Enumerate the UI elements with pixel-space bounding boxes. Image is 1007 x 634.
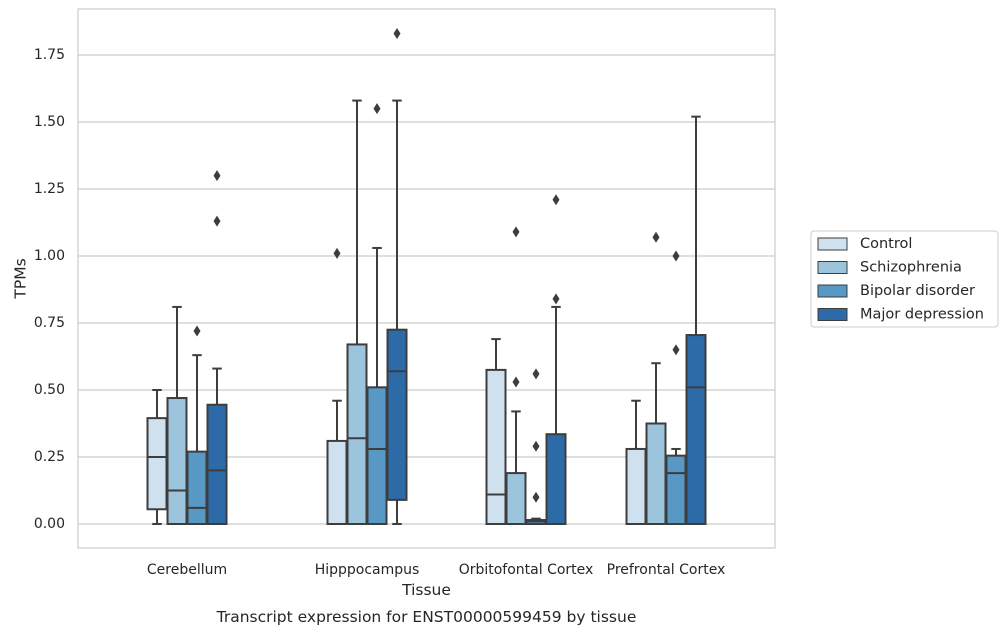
box-iqr [685,334,707,525]
box-iqr [186,450,208,526]
outlier-point [672,344,680,356]
legend-label: Major depression [860,307,984,323]
box-iqr [146,417,168,511]
outlier-point [333,247,341,259]
box-mark [146,389,168,525]
outlier-point [373,103,381,115]
box-iqr [665,454,687,525]
outlier-point [213,170,221,182]
box-mark [485,338,507,525]
box-iqr [545,433,567,525]
outlier-point [393,28,401,40]
x-axis-ticks: Cerebellum Hipppocampus Orbitofontal Corte… [147,562,725,578]
box-mark [346,99,368,525]
y-tick-label: 0.50 [34,382,65,398]
box-mark [665,250,687,525]
x-tick-label: Cerebellum [147,562,227,578]
box-iqr [485,368,507,525]
outlier-point [512,226,520,238]
outlier-point [552,293,560,305]
box-mark [505,226,527,525]
legend-label: Bipolar disorder [860,283,975,299]
x-axis-label: Tissue [401,581,451,599]
legend-frame [810,230,999,328]
legend-label: Control [860,236,912,252]
outlier-point [652,231,660,243]
box-mark [685,115,707,525]
outlier-point [193,325,201,337]
box-mark [545,194,567,525]
x-tick-label: Prefrontal Cortex [607,562,726,578]
legend-entry: Control [817,236,912,252]
legend-swatch [817,237,848,251]
box-iqr [645,422,667,525]
y-tick-label: 1.00 [34,248,65,264]
box-mark [186,325,208,526]
x-tick-label: Hipppocampus [315,562,420,578]
box-mark [525,368,547,525]
outlier-point [512,376,520,388]
box-mark [645,231,667,525]
box-mark [206,170,228,525]
legend-entry: Major depression [817,307,984,323]
box-series [146,28,707,526]
outlier-point [532,368,540,380]
box-iqr [346,343,368,525]
legend-entry: Bipolar disorder [817,283,975,299]
box-mark [625,399,647,525]
box-iqr [326,439,348,526]
box-mark [166,305,188,526]
y-tick-label: 1.25 [34,181,65,197]
legend-swatch [817,308,848,321]
legend: Control Schizophrenia Bipolar disorder Majo… [810,230,999,328]
box-mark [326,247,348,526]
box-iqr [386,328,408,501]
y-tick-label: 0.75 [34,315,65,331]
y-tick-label: 1.50 [34,114,65,130]
outlier-point [672,250,680,262]
box-iqr [625,447,647,525]
y-tick-label: 1.75 [34,47,65,63]
box-iqr [366,386,388,525]
box-mark [386,28,408,525]
legend-swatch [817,284,848,298]
y-tick-label: 0.00 [34,516,65,532]
y-axis-label: TPMs [12,258,30,299]
outlier-point [213,215,221,227]
outlier-point [532,440,540,452]
box-iqr [166,397,188,526]
legend-entry: Schizophrenia [817,260,962,276]
chart-caption: Transcript expression for ENST0000059945… [216,608,637,626]
y-tick-label: 0.25 [34,449,65,465]
box-mark [366,103,388,525]
outlier-point [532,491,540,503]
plot-frame [77,8,776,549]
box-iqr [206,403,228,525]
y-axis-ticks: 0.00 0.25 0.50 0.75 1.00 1.25 1.50 1.75 [34,47,65,532]
legend-swatch [817,261,848,274]
box-iqr [505,472,527,525]
outlier-point [552,194,560,206]
x-tick-label: Orbitofontal Cortex [459,562,594,578]
legend-label: Schizophrenia [860,260,962,276]
